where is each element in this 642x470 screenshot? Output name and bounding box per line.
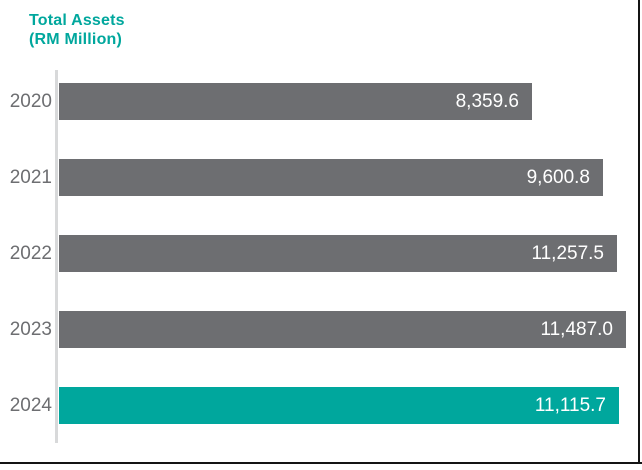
chart-title-line2: (RM Million) [29, 31, 123, 48]
chart-row: 2023 11,487.0 [0, 311, 642, 348]
bar-2022: 11,257.5 [59, 235, 617, 272]
year-label-2021: 2021 [9, 166, 52, 188]
year-label-2023: 2023 [9, 318, 52, 340]
bar-2020: 8,359.6 [59, 83, 532, 120]
bar-value-label: 8,359.6 [455, 90, 519, 112]
year-label-2024: 2024 [9, 394, 52, 416]
bar-value-label: 11,257.5 [531, 242, 604, 264]
chart-row: 2021 9,600.8 [0, 159, 642, 196]
chart-row: 2022 11,257.5 [0, 235, 642, 272]
bar-value-label: 11,115.7 [534, 394, 606, 416]
bar-value-label: 11,487.0 [540, 318, 613, 340]
chart-title: Total Assets (RM Million) [29, 11, 125, 49]
y-axis-line [55, 70, 58, 443]
chart-row: 2020 8,359.6 [0, 83, 642, 120]
page-border-bottom [0, 462, 642, 464]
bar-value-label: 9,600.8 [526, 166, 590, 188]
bar-2023: 11,487.0 [59, 311, 626, 348]
page-border-right [638, 0, 640, 464]
bar-2024: 11,115.7 [59, 387, 619, 424]
year-label-2020: 2020 [9, 90, 52, 112]
chart-row: 2024 11,115.7 [0, 387, 642, 424]
year-label-2022: 2022 [9, 242, 52, 264]
chart-title-line1: Total Assets [29, 12, 125, 29]
bar-2021: 9,600.8 [59, 159, 603, 196]
